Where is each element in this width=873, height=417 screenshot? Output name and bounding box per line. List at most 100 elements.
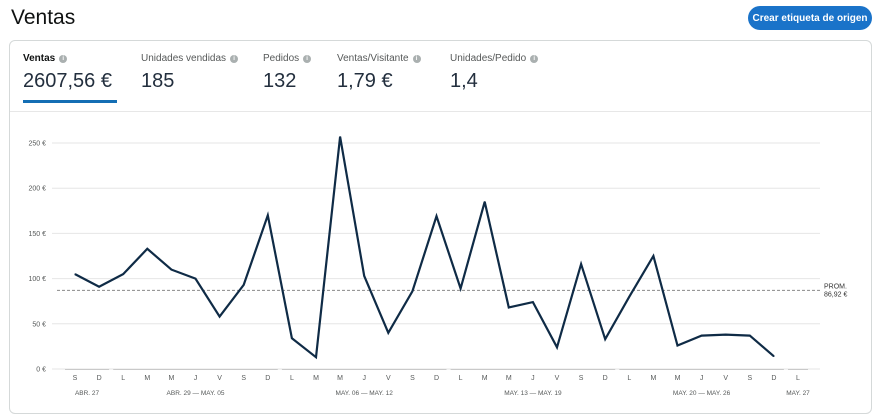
x-tick-label: L xyxy=(121,375,125,382)
week-label: ABR. 29 — MAY. 05 xyxy=(167,390,225,397)
x-tick-label: M xyxy=(168,375,174,382)
tab-unidades-pedido[interactable]: Unidades/Pedido i 1,4 xyxy=(450,53,539,93)
x-tick-label: J xyxy=(362,375,366,382)
x-tick-label: J xyxy=(531,375,535,382)
data-point xyxy=(652,255,655,257)
x-tick-label: S xyxy=(410,375,415,382)
week-label: MAY. 06 — MAY. 12 xyxy=(336,390,394,397)
info-icon[interactable]: i xyxy=(303,54,312,63)
x-tick-label: M xyxy=(482,375,488,382)
x-tick-label: V xyxy=(555,375,560,382)
x-tick-label: M xyxy=(337,375,343,382)
info-icon[interactable]: i xyxy=(230,54,239,63)
y-tick-label: 200 € xyxy=(28,186,46,193)
x-tick-label: D xyxy=(434,375,439,382)
tab-ventas[interactable]: Ventas i 2607,56 € xyxy=(23,53,117,103)
data-point xyxy=(532,301,534,303)
x-tick-label: M xyxy=(313,375,319,382)
tab-ventas-visitante[interactable]: Ventas/Visitante i 1,79 € xyxy=(337,53,421,93)
data-point xyxy=(387,332,389,334)
data-point xyxy=(484,201,486,203)
data-point xyxy=(170,268,172,271)
data-point xyxy=(508,306,510,309)
average-value-label: 86,92 € xyxy=(824,291,847,298)
active-tab-indicator xyxy=(23,100,117,103)
info-icon[interactable]: i xyxy=(530,54,539,63)
data-point xyxy=(363,275,365,277)
data-point xyxy=(243,284,245,286)
x-tick-label: V xyxy=(386,375,391,382)
x-tick-label: D xyxy=(265,375,270,382)
x-tick-label: J xyxy=(194,375,198,382)
week-label: ABR. 27 xyxy=(75,390,100,397)
tab-value: 1,4 xyxy=(450,70,478,92)
week-label: MAY. 13 — MAY. 19 xyxy=(504,390,562,397)
create-source-tag-button[interactable]: Crear etiqueta de origen xyxy=(748,6,872,30)
data-point xyxy=(411,290,413,292)
data-point xyxy=(146,248,148,250)
x-tick-label: L xyxy=(796,375,800,382)
data-point xyxy=(122,273,124,275)
page-header: Ventas Crear etiqueta de origen xyxy=(0,0,873,38)
tab-label: Ventas/Visitante xyxy=(337,53,409,64)
data-point xyxy=(74,273,76,275)
x-tick-label: M xyxy=(675,375,681,382)
x-tick-label: D xyxy=(603,375,608,382)
x-tick-label: L xyxy=(627,375,631,382)
data-point xyxy=(580,263,582,265)
x-tick-label: S xyxy=(241,375,246,382)
x-tick-label: M xyxy=(650,375,656,382)
x-tick-label: S xyxy=(579,375,584,382)
info-icon[interactable]: i xyxy=(59,54,68,63)
tab-value: 2607,56 € xyxy=(23,70,112,92)
tab-pedidos[interactable]: Pedidos i 132 xyxy=(263,53,312,93)
page-title: Ventas xyxy=(11,6,76,29)
data-point xyxy=(435,215,438,217)
x-tick-label: L xyxy=(459,375,463,382)
data-point xyxy=(315,356,317,358)
y-tick-label: 250 € xyxy=(28,141,46,148)
tab-value: 185 xyxy=(141,70,175,92)
data-point xyxy=(773,355,775,357)
y-tick-label: 0 € xyxy=(36,367,46,374)
data-point xyxy=(676,344,679,347)
y-tick-label: 150 € xyxy=(28,231,46,238)
y-tick-label: 100 € xyxy=(28,276,46,283)
x-tick-label: M xyxy=(506,375,512,382)
info-icon[interactable]: i xyxy=(412,54,421,63)
x-tick-label: V xyxy=(217,375,222,382)
average-label: PROM. xyxy=(824,283,847,290)
data-point xyxy=(460,287,462,290)
x-tick-label: L xyxy=(290,375,294,382)
tab-value: 1,79 € xyxy=(337,70,393,92)
tab-label: Unidades vendidas xyxy=(141,53,227,64)
data-point xyxy=(98,286,100,288)
x-tick-label: D xyxy=(771,375,776,382)
x-tick-label: M xyxy=(144,375,150,382)
data-point xyxy=(194,278,197,280)
x-tick-label: V xyxy=(723,375,728,382)
data-point xyxy=(628,296,630,298)
x-tick-label: D xyxy=(97,375,102,382)
week-label: MAY. 27 xyxy=(786,390,810,397)
data-point xyxy=(219,315,221,318)
tab-unidades-vendidas[interactable]: Unidades vendidas i 185 xyxy=(141,53,239,93)
tab-label: Unidades/Pedido xyxy=(450,53,527,64)
y-tick-label: 50 € xyxy=(32,321,46,328)
data-point xyxy=(267,214,269,216)
data-point xyxy=(291,337,293,339)
metric-tabs: Ventas i 2607,56 € Unidades vendidas i 185… xyxy=(10,41,871,112)
data-point xyxy=(556,346,558,348)
week-label: MAY. 20 — MAY. 26 xyxy=(673,390,731,397)
data-point xyxy=(604,338,606,340)
data-point xyxy=(749,334,751,337)
x-tick-label: S xyxy=(747,375,752,382)
tab-value: 132 xyxy=(263,70,297,92)
tab-label: Pedidos xyxy=(263,53,300,64)
sales-series-line xyxy=(74,136,775,360)
x-tick-label: S xyxy=(73,375,78,382)
data-point xyxy=(339,136,341,138)
x-tick-label: J xyxy=(700,375,704,382)
tab-label: Ventas xyxy=(23,53,56,64)
